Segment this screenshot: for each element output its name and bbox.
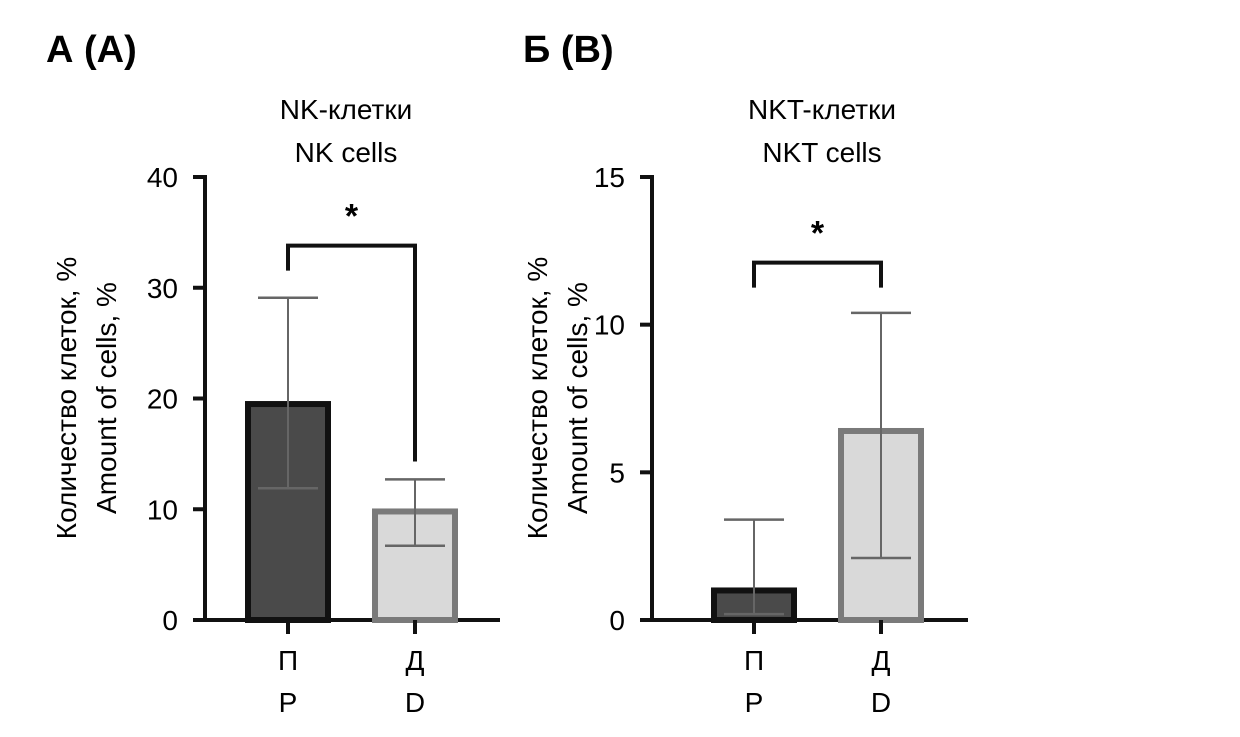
y-tick-label: 20 bbox=[147, 384, 178, 415]
panel-label: Б (B) bbox=[523, 29, 614, 71]
chart-panel-2: Б (B) NKT-клетки NKT cells Количество клето… bbox=[522, 29, 968, 718]
chart-title-line: NK-клетки bbox=[280, 94, 412, 125]
x-category-label: Д bbox=[872, 645, 891, 676]
chart-title-line: NKT cells bbox=[762, 137, 881, 168]
significance-star: * bbox=[811, 215, 825, 253]
y-tick-label: 10 bbox=[147, 494, 178, 525]
significance-bracket bbox=[752, 260, 883, 288]
y-tick-label: 10 bbox=[594, 310, 625, 341]
x-category-label: П bbox=[744, 645, 764, 676]
x-category-label: P bbox=[745, 687, 764, 718]
y-axis-label-line: Количество клеток, % bbox=[51, 257, 82, 539]
chart-title-line: NKT-клетки bbox=[748, 94, 896, 125]
y-axis-label-line: Amount of cells, % bbox=[562, 282, 593, 514]
y-tick-label: 0 bbox=[162, 605, 178, 636]
x-category-label: Д bbox=[406, 645, 425, 676]
x-category-label: D bbox=[871, 687, 891, 718]
y-axis-label-line: Amount of cells, % bbox=[91, 282, 122, 514]
chart-panel-1: А (A) NK-клетки NK cells Количество клеток,… bbox=[46, 29, 500, 718]
significance-star: * bbox=[345, 198, 359, 236]
y-tick-label: 0 bbox=[609, 605, 625, 636]
x-category-label: П bbox=[278, 645, 298, 676]
chart-title-line: NK cells bbox=[295, 137, 398, 168]
x-category-label: P bbox=[279, 687, 298, 718]
y-tick-label: 15 bbox=[594, 162, 625, 193]
panel-label: А (A) bbox=[46, 29, 137, 71]
y-tick-label: 40 bbox=[147, 162, 178, 193]
x-category-label: D bbox=[405, 687, 425, 718]
y-axis-label-line: Количество клеток, % bbox=[522, 257, 553, 539]
y-tick-label: 5 bbox=[609, 457, 625, 488]
significance-bracket bbox=[286, 243, 417, 462]
y-tick-label: 30 bbox=[147, 273, 178, 304]
